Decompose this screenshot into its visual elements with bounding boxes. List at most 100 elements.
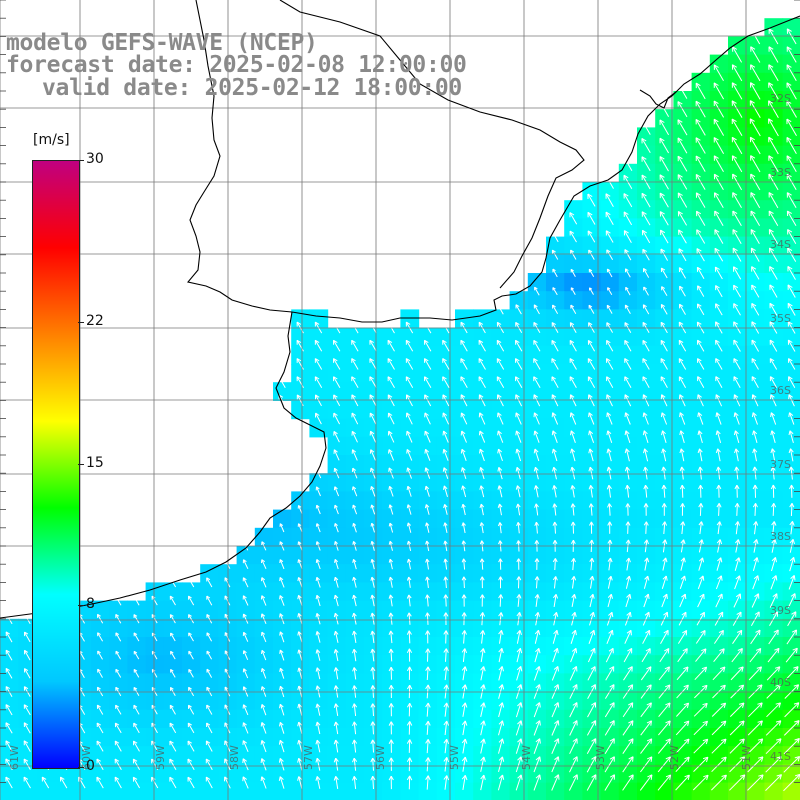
wind-arrow: [716, 503, 722, 516]
wind-speed-cell: [327, 473, 347, 492]
wind-arrow: [677, 119, 688, 136]
wind-speed-cell: [418, 364, 438, 383]
wind-speed-cell: [436, 728, 456, 747]
wind-arrow: [606, 249, 614, 261]
wind-speed-cell: [400, 491, 420, 511]
wind-arrow: [748, 702, 763, 718]
wind-speed-cell: [527, 527, 547, 547]
wind-speed-cell: [382, 473, 401, 492]
lat-label: 41S: [770, 750, 791, 763]
wind-arrow: [388, 558, 393, 570]
wind-arrow: [333, 757, 339, 771]
wind-arrow: [169, 758, 177, 770]
wind-arrow: [425, 558, 430, 570]
wind-arrow: [607, 593, 613, 608]
wind-arrow: [787, 284, 796, 298]
wind-arrow: [569, 376, 577, 388]
wind-arrow: [677, 629, 688, 644]
wind-arrow: [769, 593, 778, 608]
wind-speed-cell: [473, 582, 492, 602]
wind-speed-cell: [0, 764, 19, 784]
wind-arrow: [749, 118, 761, 137]
wind-arrow: [715, 285, 723, 298]
wind-speed-cell: [564, 364, 583, 383]
wind-arrow: [732, 192, 742, 209]
wind-speed-cell: [364, 691, 383, 711]
wind-arrow: [712, 666, 726, 681]
wind-speed-cell: [491, 709, 511, 729]
wind-speed-cell: [600, 273, 620, 292]
wind-speed-cell: [145, 637, 165, 656]
wind-arrow: [242, 704, 249, 716]
wind-arrow: [315, 594, 321, 607]
wind-speed-cell: [418, 691, 438, 711]
wind-arrow: [352, 522, 357, 533]
wind-arrow: [783, 720, 800, 736]
wind-arrow: [315, 721, 321, 735]
wind-speed-cell: [382, 746, 401, 765]
wind-speed-cell: [473, 527, 492, 547]
wind-arrow: [498, 756, 505, 773]
wind-speed-cell: [673, 582, 693, 602]
wind-speed-cell: [691, 709, 711, 729]
wind-arrow: [497, 448, 503, 462]
wind-speed-cell: [527, 546, 547, 565]
wind-arrow: [589, 611, 595, 626]
wind-arrow: [388, 739, 394, 753]
wind-speed-cell: [109, 673, 128, 693]
wind-arrow: [260, 758, 267, 771]
wind-arrow: [424, 358, 432, 370]
wind-speed-cell: [109, 618, 128, 638]
wind-arrow: [732, 229, 742, 244]
wind-speed-cell: [509, 327, 529, 347]
wind-speed-cell: [691, 254, 711, 274]
wind-arrow: [693, 720, 708, 736]
wind-arrow: [170, 668, 176, 678]
wind-speed-cell: [618, 309, 638, 329]
wind-arrow: [605, 647, 614, 663]
wind-speed-cell: [709, 91, 729, 110]
wind-arrow: [188, 595, 195, 606]
wind-arrow: [388, 630, 394, 644]
wind-speed-cell: [691, 527, 711, 547]
wind-arrow: [96, 758, 104, 771]
wind-speed-cell: [364, 582, 383, 602]
wind-arrow: [425, 612, 431, 625]
wind-speed-cell: [236, 746, 256, 765]
wind-speed-cell: [637, 728, 656, 747]
wind-speed-cell: [709, 327, 729, 347]
wind-arrow: [351, 467, 358, 479]
wind-arrow: [151, 758, 159, 770]
wind-arrow: [333, 467, 340, 479]
wind-speed-cell: [709, 364, 729, 383]
wind-arrow: [660, 339, 668, 352]
wind-arrow: [406, 594, 412, 607]
wind-arrow: [279, 631, 285, 643]
wind-speed-cell: [163, 782, 183, 800]
wind-speed-cell: [709, 218, 729, 238]
wind-arrow: [242, 722, 249, 734]
wind-arrow: [533, 321, 541, 334]
wind-arrow: [625, 575, 632, 589]
wind-arrow: [640, 702, 652, 718]
wind-speed-cell: [546, 782, 565, 800]
wind-speed-cell: [655, 254, 674, 274]
wind-arrow: [733, 394, 741, 407]
wind-arrow: [731, 136, 743, 155]
wind-arrow: [406, 775, 413, 790]
wind-speed-cell: [509, 400, 529, 420]
wind-speed-cell: [327, 582, 347, 602]
wind-arrow: [642, 629, 651, 644]
wind-speed-cell: [309, 546, 329, 565]
wind-speed-cell: [691, 345, 711, 365]
wind-arrow: [733, 376, 741, 389]
wind-speed-cell: [764, 509, 784, 529]
wind-speed-cell: [345, 527, 365, 547]
wind-arrow: [747, 720, 763, 736]
wind-arrow: [242, 650, 249, 660]
wind-speed-cell: [564, 691, 583, 711]
wind-speed-cell: [309, 764, 329, 784]
wind-arrow: [765, 720, 782, 736]
wind-arrow: [643, 575, 650, 589]
wind-arrow: [786, 82, 797, 100]
